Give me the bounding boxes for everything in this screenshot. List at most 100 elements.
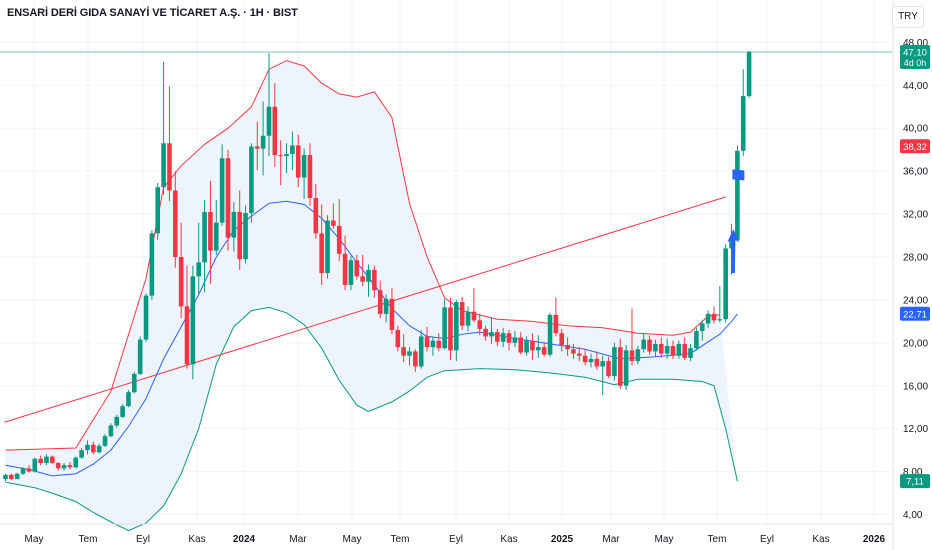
candle — [14, 472, 20, 480]
candle-body — [178, 257, 184, 307]
candle — [407, 347, 412, 366]
candle-body — [442, 307, 447, 349]
candle — [606, 356, 611, 379]
candle-body — [735, 150, 740, 240]
candle-body — [559, 333, 565, 345]
candle — [290, 131, 295, 171]
candle-body — [190, 276, 196, 365]
candle — [454, 299, 459, 362]
buy-arrow-icon — [727, 229, 740, 274]
x-tick-label: Kas — [188, 534, 205, 545]
x-tick-label: Eyl — [136, 534, 150, 545]
candle — [366, 264, 371, 297]
x-tick-label: Tem — [79, 534, 98, 545]
candle — [664, 338, 670, 359]
candle-body — [682, 343, 687, 358]
candle-body — [424, 336, 430, 348]
trendline — [4, 196, 726, 423]
candle-body — [594, 358, 600, 367]
candle — [32, 457, 38, 473]
price-label-bg — [900, 45, 930, 70]
candle — [307, 143, 313, 206]
candle — [354, 254, 360, 280]
candle — [571, 343, 576, 359]
candle-body — [740, 96, 746, 151]
candle-body — [647, 339, 652, 352]
candle-body — [61, 465, 67, 469]
candle — [471, 288, 477, 323]
candle-body — [237, 211, 242, 260]
candle-body — [96, 445, 102, 453]
candle — [383, 294, 389, 323]
candle — [506, 329, 512, 351]
candle — [213, 200, 219, 255]
candle — [55, 461, 61, 471]
candle-body — [676, 343, 682, 356]
candle — [79, 447, 84, 459]
candle — [653, 339, 658, 357]
candle-body — [102, 436, 108, 446]
candle-body — [132, 373, 137, 393]
candle-body — [372, 269, 377, 291]
candle — [746, 50, 752, 99]
candle — [647, 335, 652, 355]
x-tick-label: Kas — [500, 534, 517, 545]
candle-body — [711, 313, 717, 321]
candle-body — [14, 473, 20, 480]
candle — [114, 414, 120, 428]
candle-body — [483, 328, 488, 337]
x-axis: May Tem Eyl Kas 2024 Mar May Tem Eyl Kas 2025 Mar Ma… — [0, 523, 892, 545]
price-label-tag: 22,71 — [900, 306, 930, 321]
candle-body — [395, 329, 401, 348]
candle-body — [694, 331, 699, 349]
candle — [477, 313, 483, 336]
x-tick-label: 2024 — [233, 534, 256, 545]
candle — [96, 443, 102, 454]
candle — [149, 230, 155, 300]
candle — [658, 337, 664, 358]
candle-body — [354, 260, 360, 277]
candle-body — [196, 262, 202, 277]
candle-body — [91, 444, 96, 453]
currency-button[interactable]: TRY — [892, 6, 924, 28]
candle — [178, 222, 184, 319]
candle — [705, 310, 711, 328]
candle-body — [184, 306, 190, 365]
x-tick-label: Tem — [391, 534, 410, 545]
candle — [348, 255, 354, 291]
candle-body — [407, 351, 412, 356]
candle — [565, 337, 570, 356]
candle-body — [143, 295, 149, 340]
candle-body — [612, 347, 617, 377]
candle — [465, 306, 471, 332]
candle-body — [436, 340, 442, 349]
candle — [436, 333, 442, 352]
x-tick-label: May — [25, 534, 44, 545]
candle — [430, 337, 436, 356]
candle — [342, 235, 348, 291]
candle — [313, 184, 319, 239]
candle-body — [172, 190, 178, 257]
x-tick-label: 2025 — [551, 534, 574, 545]
candle-body — [319, 233, 324, 274]
candle-body — [50, 456, 55, 464]
candle — [389, 288, 395, 335]
candle-body — [565, 344, 570, 350]
candle — [231, 202, 237, 252]
candle-body — [623, 350, 629, 386]
candle-body — [3, 474, 8, 480]
y-tick-label: 8,00 — [903, 467, 923, 478]
candle-body — [389, 298, 395, 330]
candle — [249, 143, 254, 223]
candle-body — [85, 444, 90, 451]
candle — [120, 404, 125, 418]
candle — [9, 473, 14, 481]
candle — [547, 312, 553, 357]
candle-body — [79, 450, 84, 458]
candle — [623, 344, 629, 391]
candle — [448, 297, 453, 361]
candle — [260, 101, 266, 176]
candle — [588, 353, 594, 368]
candle — [20, 467, 26, 475]
